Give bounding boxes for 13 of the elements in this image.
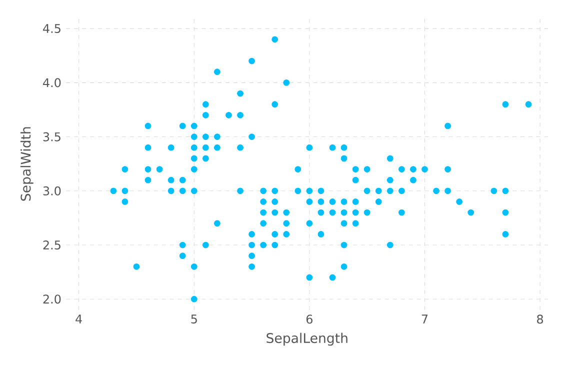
x-axis-title: SepalLength xyxy=(266,332,348,346)
x-tick-label: 4 xyxy=(76,314,82,324)
y-axis-title: SepalWidth xyxy=(20,127,34,201)
y-tick-label: 2.0 xyxy=(43,294,61,304)
x-tick-label: 7 xyxy=(422,314,428,324)
y-tick-label: 3.0 xyxy=(43,186,61,196)
y-tick-label: 4.0 xyxy=(43,78,61,88)
y-tick-label: 3.5 xyxy=(43,132,60,142)
x-tick-label: 8 xyxy=(537,314,544,324)
y-tick-label: 4.5 xyxy=(43,24,60,34)
y-tick-label: 2.5 xyxy=(43,240,60,250)
x-tick-label: 5 xyxy=(191,314,197,324)
x-tick-label: 6 xyxy=(306,314,312,324)
